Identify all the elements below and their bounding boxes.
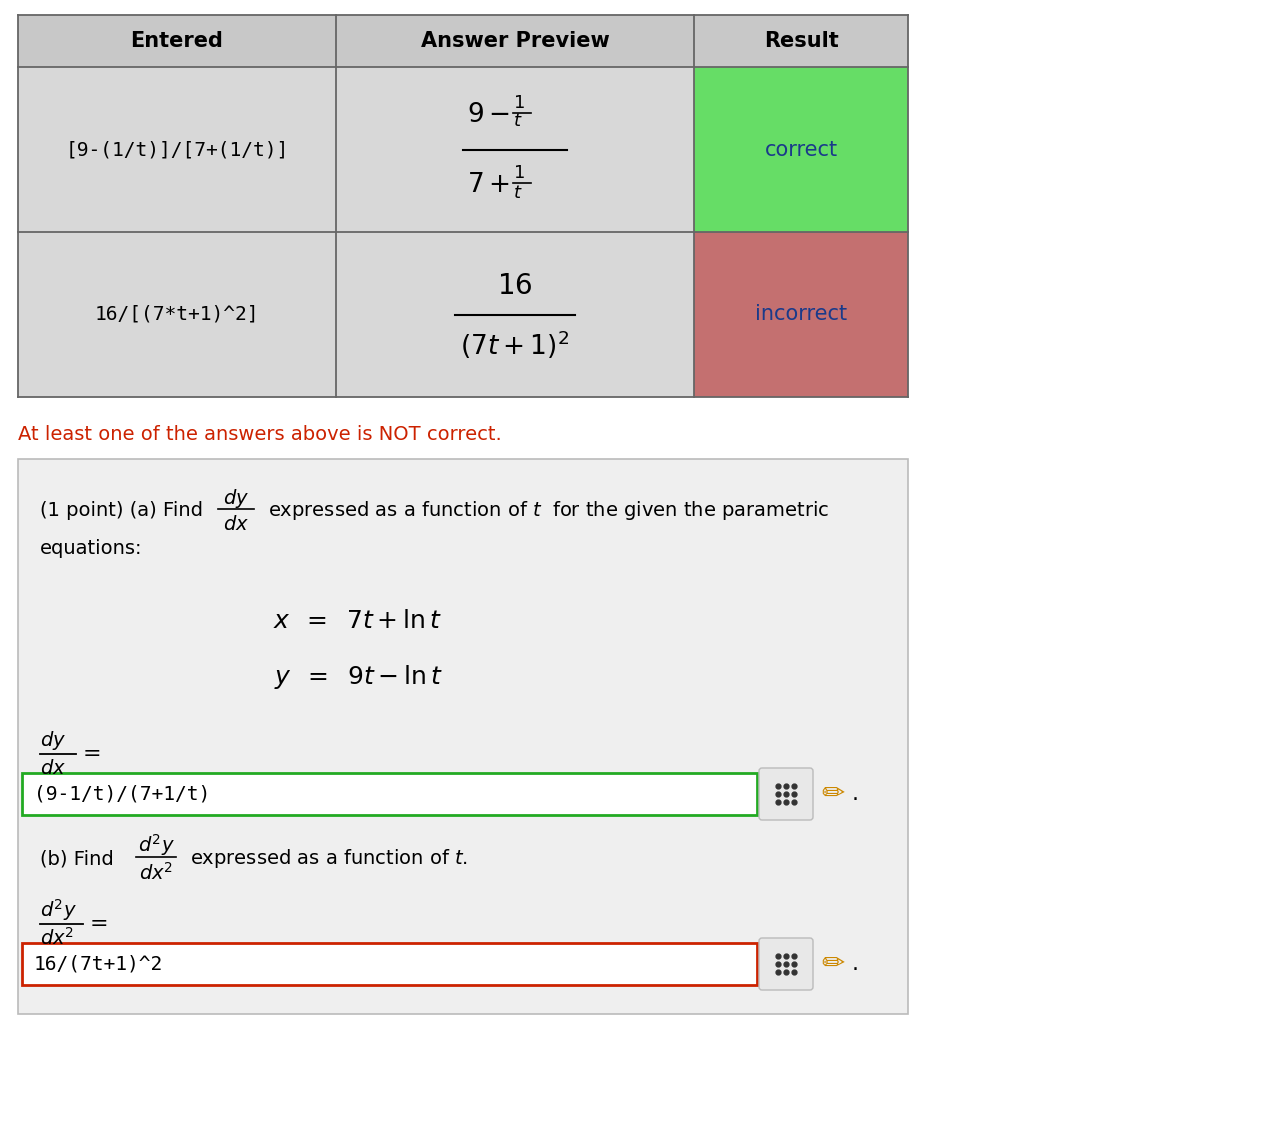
Text: equations:: equations: — [39, 539, 143, 558]
Text: Answer Preview: Answer Preview — [420, 30, 609, 51]
Text: $y \;\;=\;\; 9t-\ln t$: $y \;\;=\;\; 9t-\ln t$ — [274, 663, 442, 691]
Text: expressed as a function of $t$  for the given the parametric: expressed as a function of $t$ for the g… — [268, 500, 829, 522]
Bar — [694, 67, 908, 232]
Text: incorrect: incorrect — [755, 305, 847, 325]
Text: $t$: $t$ — [513, 113, 522, 131]
Text: expressed as a function of $t$.: expressed as a function of $t$. — [190, 847, 468, 871]
Text: .: . — [852, 784, 859, 804]
Text: ✏️: ✏️ — [822, 779, 845, 808]
Text: =: = — [83, 744, 102, 764]
Text: $d^2y$: $d^2y$ — [138, 832, 175, 858]
FancyBboxPatch shape — [22, 773, 757, 816]
Text: $dx^2$: $dx^2$ — [139, 862, 173, 884]
Text: $x \;\;=\;\; 7t+\ln t$: $x \;\;=\;\; 7t+\ln t$ — [274, 609, 442, 633]
Bar — [18, 232, 694, 397]
Text: (1 point) (a) Find: (1 point) (a) Find — [39, 502, 203, 520]
Text: At least one of the answers above is NOT correct.: At least one of the answers above is NOT… — [18, 425, 502, 444]
Text: $dx$: $dx$ — [223, 514, 248, 534]
Text: 16/(7t+1)^2: 16/(7t+1)^2 — [34, 954, 163, 973]
Text: $16$: $16$ — [497, 273, 533, 300]
Bar — [18, 15, 908, 67]
Text: Result: Result — [763, 30, 838, 51]
Text: correct: correct — [764, 140, 837, 159]
Text: =: = — [90, 914, 108, 934]
FancyBboxPatch shape — [18, 459, 908, 1014]
Text: $dx^2$: $dx^2$ — [39, 927, 74, 949]
Bar — [18, 67, 694, 232]
Text: $dy$: $dy$ — [39, 729, 66, 751]
Text: $dx$: $dx$ — [39, 758, 66, 777]
Text: $1$: $1$ — [513, 164, 525, 182]
Text: [9-(1/t)]/[7+(1/t)]: [9-(1/t)]/[7+(1/t)] — [65, 140, 289, 159]
Text: (b) Find: (b) Find — [39, 849, 113, 869]
Text: $t$: $t$ — [513, 185, 522, 203]
Bar — [694, 232, 908, 397]
Text: ✏️: ✏️ — [822, 950, 845, 978]
FancyBboxPatch shape — [22, 943, 757, 985]
FancyBboxPatch shape — [759, 768, 813, 820]
Text: $(7t+1)^2$: $(7t+1)^2$ — [460, 328, 569, 361]
Text: $1$: $1$ — [513, 95, 525, 113]
Text: $d^2y$: $d^2y$ — [39, 897, 76, 923]
Text: Entered: Entered — [130, 30, 223, 51]
Text: $9-$: $9-$ — [466, 102, 510, 127]
FancyBboxPatch shape — [759, 938, 813, 990]
Text: $dy$: $dy$ — [223, 486, 250, 510]
Text: .: . — [852, 954, 859, 973]
Text: (9-1/t)/(7+1/t): (9-1/t)/(7+1/t) — [34, 784, 210, 803]
Text: 16/[(7*t+1)^2]: 16/[(7*t+1)^2] — [94, 305, 259, 324]
Text: $7+$: $7+$ — [466, 171, 510, 197]
